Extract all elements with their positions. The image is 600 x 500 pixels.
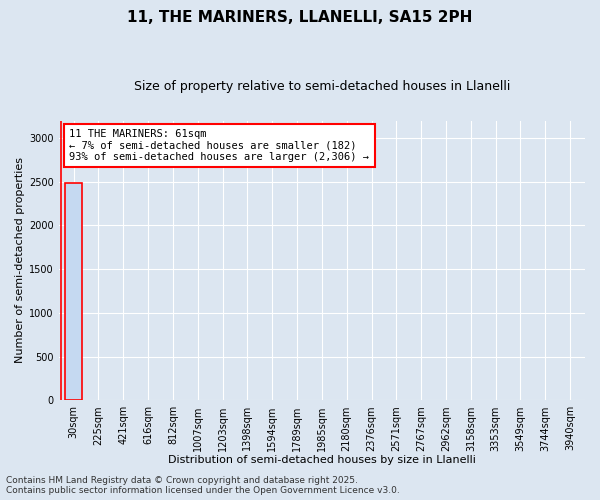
Bar [65,183,82,400]
Text: 11 THE MARINERS: 61sqm
← 7% of semi-detached houses are smaller (182)
93% of sem: 11 THE MARINERS: 61sqm ← 7% of semi-deta… [70,129,370,162]
Text: Contains HM Land Registry data © Crown copyright and database right 2025.
Contai: Contains HM Land Registry data © Crown c… [6,476,400,495]
Title: Size of property relative to semi-detached houses in Llanelli: Size of property relative to semi-detach… [134,80,510,93]
Text: 11, THE MARINERS, LLANELLI, SA15 2PH: 11, THE MARINERS, LLANELLI, SA15 2PH [127,10,473,25]
X-axis label: Distribution of semi-detached houses by size in Llanelli: Distribution of semi-detached houses by … [168,455,476,465]
Y-axis label: Number of semi-detached properties: Number of semi-detached properties [15,158,25,364]
